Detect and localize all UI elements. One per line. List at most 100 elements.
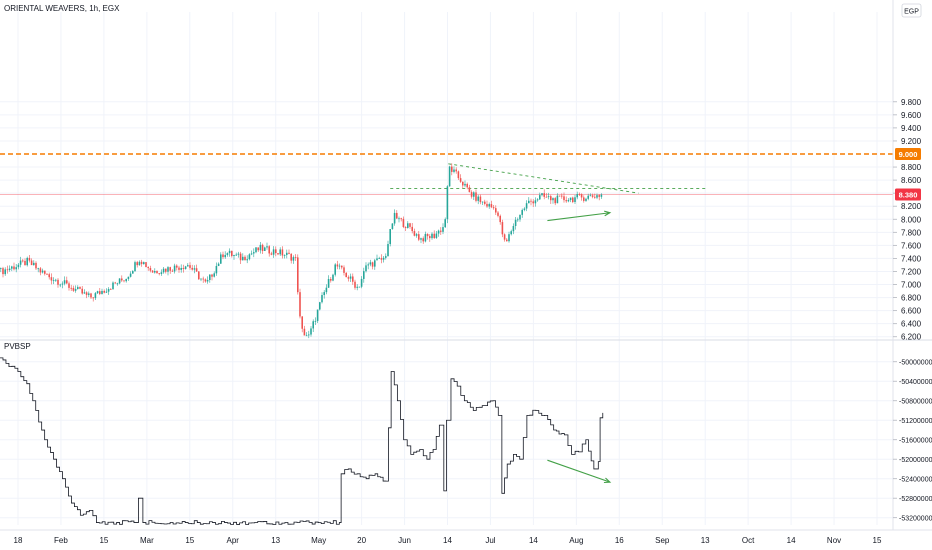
- candle-body: [312, 321, 314, 329]
- candle-body: [204, 279, 207, 282]
- candle-body: [422, 238, 424, 242]
- candle-body: [376, 258, 378, 261]
- candle-body: [572, 197, 574, 203]
- symbol-title[interactable]: ORIENTAL WEAVERS, 1h, EGX: [4, 4, 120, 13]
- indicator-axis-label: -53200000.000: [899, 516, 932, 523]
- candle-body: [349, 276, 352, 279]
- candle-body: [129, 273, 132, 277]
- candle-body: [81, 288, 83, 294]
- candle-body: [431, 233, 433, 239]
- candle-body: [583, 197, 585, 201]
- descending-trendline: [448, 163, 639, 194]
- candle-body: [448, 166, 451, 187]
- candle-body: [101, 290, 103, 294]
- candle-body: [497, 212, 499, 216]
- candle-body: [400, 218, 402, 220]
- indicator-label[interactable]: PVBSP: [4, 342, 31, 351]
- candle-body: [308, 334, 310, 336]
- candle-body: [358, 286, 361, 288]
- panel-separators: [0, 0, 932, 531]
- candle-body: [536, 199, 539, 201]
- time-axis-label: Oct: [742, 536, 755, 545]
- candle-body: [547, 196, 550, 198]
- price-arrow-head: [603, 210, 612, 217]
- candle-body: [521, 209, 523, 215]
- candle-body: [180, 267, 182, 270]
- indicator-axis-label: -50800000.000: [899, 399, 932, 406]
- price-axis-label: 6.200: [901, 333, 922, 342]
- candle-body: [503, 234, 506, 240]
- candle-body: [259, 244, 262, 251]
- price-tag-box: [895, 148, 921, 160]
- time-axis-label: 13: [701, 536, 710, 545]
- candle-body: [352, 276, 354, 282]
- indicator-axis[interactable]: -50000000.000 -50400000.000 -50800000.000 -…: [893, 360, 932, 523]
- candle-body: [147, 267, 149, 269]
- candle-body: [341, 265, 343, 268]
- candle-body: [248, 254, 251, 260]
- time-axis[interactable]: 18 Feb 15 Mar 15 Apr 13 May 20 Jun 14 Jul 14 Aug 16 Sep…: [14, 536, 882, 545]
- candle-body: [314, 320, 317, 322]
- price-axis[interactable]: 9.8009.6009.4009.2008.8008.6008.4008.200…: [893, 98, 922, 342]
- price-axis-label: 8.200: [901, 202, 922, 211]
- candle-body: [275, 249, 277, 254]
- candle-body: [103, 290, 105, 293]
- price-axis-label: 7.000: [901, 281, 922, 290]
- candle-body: [415, 234, 418, 236]
- candle-body: [138, 261, 141, 266]
- candle-body: [462, 181, 464, 186]
- candle-body: [74, 289, 77, 291]
- candle-body: [424, 233, 427, 242]
- candle-body: [149, 268, 152, 271]
- candle-body: [459, 178, 462, 182]
- candle-body: [154, 271, 156, 273]
- candle-body: [413, 231, 416, 236]
- currency-badge[interactable]: EGP: [901, 3, 922, 18]
- candle-body: [48, 274, 50, 278]
- indicator-axis-label: -50400000.000: [899, 379, 932, 386]
- candle-body: [202, 278, 204, 280]
- candle-body: [217, 263, 220, 266]
- candle-body: [125, 278, 127, 282]
- candle-body: [167, 267, 169, 272]
- candle-body: [66, 280, 68, 284]
- candle-body: [466, 183, 468, 188]
- candle-body: [220, 254, 222, 264]
- candle-body: [158, 273, 160, 275]
- candle-body: [330, 279, 332, 281]
- candle-body: [160, 272, 163, 274]
- price-axis-label: 7.200: [901, 267, 922, 276]
- candle-body: [563, 196, 565, 201]
- candle-body: [85, 292, 88, 295]
- price-axis-label: 8.800: [901, 163, 922, 172]
- candle-body: [385, 256, 387, 258]
- candle-body: [519, 214, 521, 220]
- candle-body: [156, 271, 158, 274]
- candle-body: [532, 201, 534, 204]
- candle-body: [151, 270, 154, 273]
- candle-body: [195, 268, 198, 272]
- candle-body: [112, 282, 114, 290]
- candle-body: [574, 197, 576, 203]
- candle-body: [277, 253, 279, 255]
- time-axis-label: 14: [443, 536, 452, 545]
- candle-body: [2, 268, 4, 275]
- candle-body: [228, 250, 231, 254]
- price-trend-arrow: [547, 212, 610, 222]
- candle-body: [569, 197, 572, 201]
- candle-body: [426, 233, 429, 237]
- candle-body: [525, 203, 528, 209]
- price-candles: [0, 163, 603, 339]
- candle-body: [435, 233, 438, 238]
- candle-body: [433, 233, 435, 238]
- candle-body: [530, 200, 532, 202]
- candle-body: [231, 250, 233, 256]
- candle-body: [411, 226, 413, 232]
- candle-body: [268, 246, 270, 254]
- candle-body: [279, 249, 281, 255]
- candle-body: [288, 252, 290, 254]
- time-axis-label: Feb: [54, 536, 68, 545]
- candle-body: [286, 252, 288, 255]
- candle-body: [343, 267, 345, 273]
